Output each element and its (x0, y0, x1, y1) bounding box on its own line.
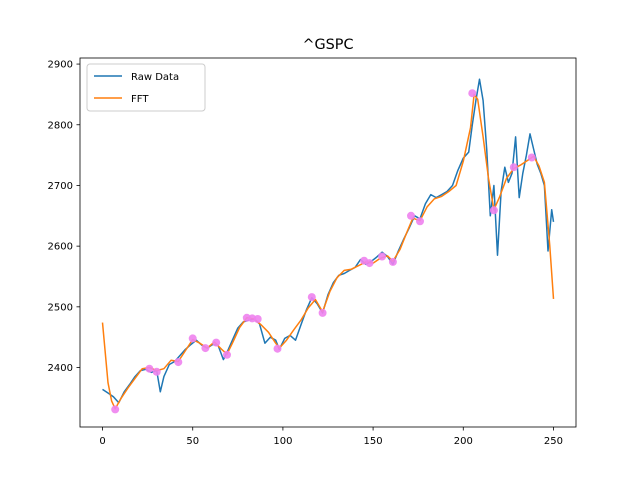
extrema-marker (253, 315, 262, 323)
y-tick-label: 2500 (48, 302, 73, 313)
x-tick-label: 0 (99, 436, 105, 447)
x-tick-label: 50 (186, 436, 199, 447)
extrema-marker (527, 153, 536, 162)
axes-frame (79, 57, 577, 428)
x-tick-label: 100 (273, 436, 292, 447)
extrema-marker (201, 344, 210, 353)
x-tick-label: 150 (364, 436, 383, 447)
series-line-raw-data (102, 78, 555, 404)
extrema-marker (111, 405, 120, 414)
extrema-marker (212, 338, 221, 347)
legend: Raw Data FFT (86, 63, 206, 112)
extrema-marker (273, 344, 282, 353)
extrema-marker (152, 367, 161, 376)
chart-title: ^GSPC (302, 37, 353, 53)
y-tick-label: 2800 (48, 120, 73, 131)
extrema-marker (509, 163, 518, 172)
plot-content (101, 78, 555, 414)
extrema-marker (145, 364, 154, 373)
legend-label-fft: FFT (131, 94, 149, 105)
y-tick-label: 2900 (48, 60, 73, 71)
extrema-marker (416, 217, 424, 226)
extrema-marker (223, 350, 231, 359)
y-tick-label: 2600 (48, 242, 73, 253)
x-tick-label: 250 (544, 436, 563, 447)
axes: 0 50 100 150 200 250 2400 2500 2600 2700 2800 2900 (48, 57, 577, 447)
extrema-marker (307, 293, 316, 302)
extrema-marker (378, 252, 387, 261)
plot-area (101, 78, 555, 414)
y-tick-label: 2400 (48, 363, 73, 374)
extrema-marker (489, 206, 498, 215)
extrema-marker (188, 334, 197, 343)
x-tick-label: 200 (454, 436, 473, 447)
extrema-marker (388, 257, 397, 266)
extrema-marker (468, 89, 477, 98)
extrema-marker (318, 308, 327, 317)
legend-label-raw-data: Raw Data (131, 72, 179, 83)
y-tick-label: 2700 (48, 181, 73, 192)
extrema-marker (365, 259, 374, 268)
extrema-marker (407, 211, 415, 220)
extrema-marker (174, 358, 183, 367)
